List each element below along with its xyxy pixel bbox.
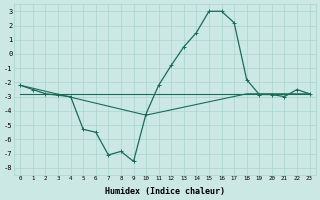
X-axis label: Humidex (Indice chaleur): Humidex (Indice chaleur): [105, 187, 225, 196]
